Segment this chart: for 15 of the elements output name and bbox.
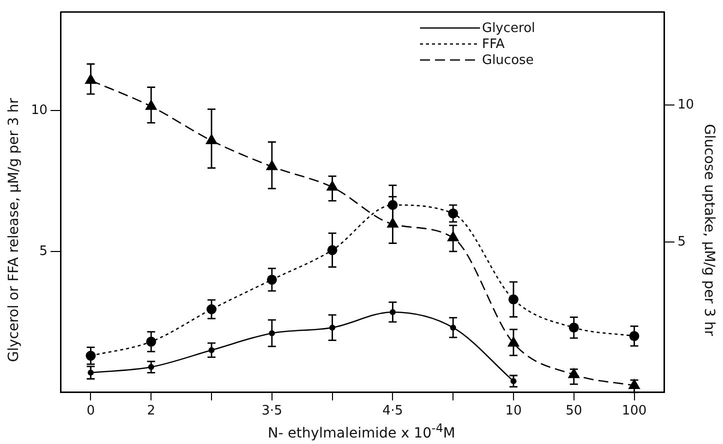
y2-tick-label: 10 (677, 97, 694, 112)
y-axis-title: Glycerol or FFA release, μM/g per 3 hr (6, 98, 22, 362)
x-tick-label: 50 (566, 404, 582, 419)
x-tick-label: 4·5 (382, 404, 404, 419)
x-tick-label: 100 (622, 404, 647, 419)
legend-label: Glucose (482, 52, 534, 68)
legend-label: Glycerol (482, 20, 536, 36)
x-axis-title: N- ethylmaleimide x 10$^{-4}$M (266, 421, 456, 442)
x-tick-label: 0 (86, 404, 95, 419)
x-tick-label: 10 (505, 404, 522, 419)
y2-axis-title: Glucose uptake, μM/g per 3 hr (700, 124, 717, 336)
x-tick-label: 2 (146, 404, 156, 419)
legend-label: FFA (482, 36, 505, 52)
x-tick-label: 3·5 (262, 404, 282, 419)
y2-tick-label: 5 (677, 234, 686, 250)
